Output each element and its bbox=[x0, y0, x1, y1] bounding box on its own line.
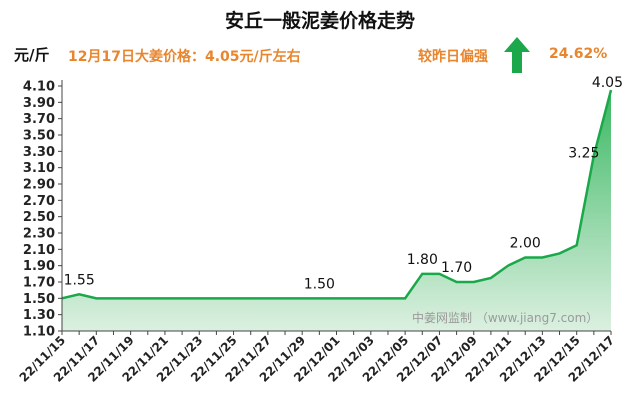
change-label: 较昨日偏强 bbox=[418, 49, 488, 65]
chart-title: 安丘一般泥姜价格走势 bbox=[224, 10, 415, 32]
price-area bbox=[62, 90, 611, 331]
price-note: 12月17日大姜价格：4.05元/斤左右 bbox=[68, 49, 301, 65]
up-arrow-icon bbox=[504, 37, 530, 73]
y-tick-label: 2.90 bbox=[23, 178, 55, 193]
data-label: 3.25 bbox=[568, 145, 599, 161]
data-label: 1.55 bbox=[64, 272, 95, 288]
y-tick-label: 3.90 bbox=[23, 96, 55, 111]
y-tick-label: 1.90 bbox=[23, 259, 55, 274]
unit-label: 元/斤 bbox=[14, 46, 50, 64]
y-tick-label: 2.70 bbox=[23, 194, 55, 209]
data-label: 2.00 bbox=[510, 236, 541, 252]
y-tick-label: 2.10 bbox=[23, 243, 55, 258]
y-tick-label: 3.30 bbox=[23, 145, 55, 160]
y-tick-label: 4.10 bbox=[23, 80, 55, 95]
data-label: 1.70 bbox=[441, 260, 472, 276]
y-tick-label: 2.30 bbox=[23, 227, 55, 242]
change-value: 24.62% bbox=[549, 46, 608, 62]
y-tick-label: 1.70 bbox=[23, 276, 55, 291]
y-tick-label: 1.10 bbox=[23, 325, 55, 340]
data-label: 1.50 bbox=[304, 276, 335, 292]
y-tick-label: 1.50 bbox=[23, 292, 55, 307]
y-tick-label: 2.50 bbox=[23, 210, 55, 225]
y-tick-label: 1.30 bbox=[23, 308, 55, 323]
data-label: 1.80 bbox=[407, 252, 438, 268]
watermark: 中姜网监制 （www.jiang7.com） bbox=[412, 310, 598, 325]
y-tick-label: 3.50 bbox=[23, 129, 55, 144]
data-label: 4.05 bbox=[592, 75, 623, 91]
y-tick-label: 3.10 bbox=[23, 161, 55, 176]
y-tick-label: 3.70 bbox=[23, 112, 55, 127]
